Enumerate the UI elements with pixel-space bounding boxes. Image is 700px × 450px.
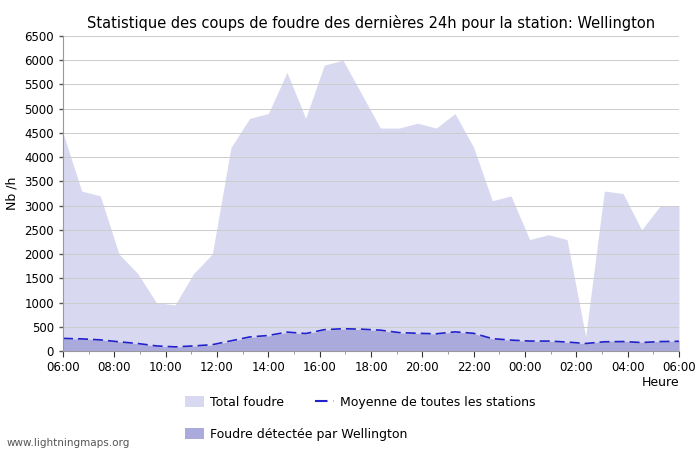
Legend: Foudre détectée par Wellington: Foudre détectée par Wellington (180, 423, 412, 446)
Text: Heure: Heure (641, 376, 679, 389)
Text: www.lightningmaps.org: www.lightningmaps.org (7, 438, 130, 448)
Title: Statistique des coups de foudre des dernières 24h pour la station: Wellington: Statistique des coups de foudre des dern… (87, 15, 655, 31)
Y-axis label: Nb /h: Nb /h (6, 177, 19, 210)
